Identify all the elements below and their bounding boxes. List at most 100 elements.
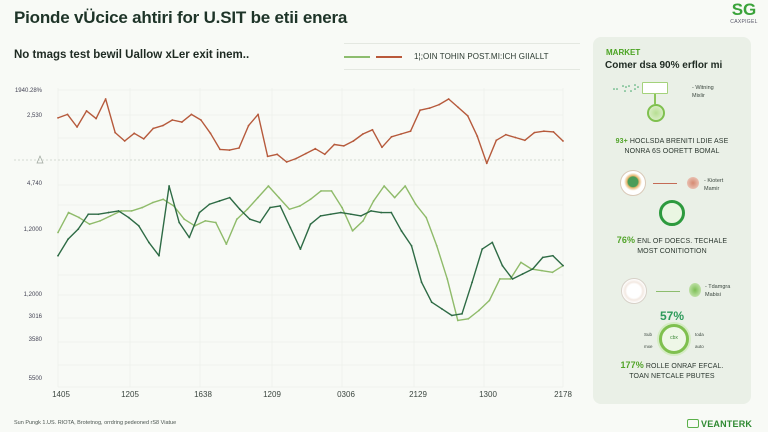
- data-point: [168, 185, 171, 187]
- data-point: [161, 124, 164, 127]
- chart-legend: 1¦;OIN TOHIN POST.MI:ICH GIIALLT: [344, 43, 580, 70]
- data-point: [104, 98, 107, 100]
- data-point: [137, 224, 140, 227]
- y-tick-label: 2,530: [27, 113, 43, 119]
- data-point: [404, 185, 407, 187]
- section2-caption: 93+ HOCLSDA BRENITI LDIE ASE NONRA 6S OO…: [593, 137, 751, 157]
- data-point: [501, 264, 504, 267]
- section4-leaf-icon: [689, 283, 701, 297]
- y-tick-label: 3016: [29, 314, 43, 320]
- section2-connector: [653, 183, 677, 185]
- data-point: [278, 196, 280, 199]
- data-point: [342, 145, 345, 147]
- data-point: [114, 131, 117, 134]
- data-point: [476, 135, 479, 137]
- data-point: [562, 264, 564, 267]
- data-point: [208, 203, 211, 206]
- data-point: [552, 131, 555, 133]
- data-point: [57, 231, 59, 234]
- data-point: [485, 162, 488, 165]
- data-point: [533, 131, 536, 134]
- data-point: [390, 211, 393, 214]
- data-point: [109, 214, 112, 217]
- x-tick-label: 1300: [479, 390, 497, 399]
- data-point: [461, 312, 463, 315]
- data-point: [362, 133, 364, 135]
- panel-kicker: MARKET: [606, 48, 641, 57]
- data-point: [428, 107, 431, 109]
- section2-line1: HOCLSDA BRENITI LDIE ASE: [629, 138, 729, 145]
- data-point: [400, 133, 402, 135]
- section4-gauge-ring: [659, 324, 689, 354]
- data-point: [99, 219, 101, 222]
- data-point: [523, 139, 526, 142]
- series-line-red: [57, 98, 564, 165]
- y-axis-ticks: 1940.28% 2,530 4,740 1,2000 1,2000 3016 3580 55…: [15, 88, 43, 382]
- section4-note-line2: Mabisi: [705, 292, 721, 298]
- data-point: [457, 106, 460, 109]
- brand-logo-icon: [687, 419, 699, 428]
- section1-globe-icon: [647, 104, 665, 122]
- data-point: [456, 319, 459, 322]
- data-point: [247, 124, 250, 127]
- section2-pct: 93+: [615, 138, 628, 145]
- data-point: [341, 206, 343, 209]
- data-point: [495, 139, 498, 142]
- data-point: [85, 110, 88, 112]
- data-point: [276, 153, 279, 156]
- section2-line2: NONRA 6S OORETT BOMAL: [624, 148, 720, 155]
- section1-dots-icon: [611, 81, 641, 93]
- data-point: [133, 132, 136, 135]
- x-tick-label: 1205: [121, 390, 139, 399]
- data-point: [269, 206, 271, 209]
- data-point: [299, 205, 301, 207]
- data-point: [158, 254, 160, 257]
- brand-logo: VEANTERK: [687, 419, 752, 429]
- data-point: [87, 213, 90, 216]
- logo-mark: SG: [731, 0, 757, 19]
- x-tick-label: 1209: [263, 390, 281, 399]
- data-point: [190, 113, 193, 116]
- data-point: [235, 218, 238, 221]
- data-point: [225, 243, 228, 246]
- data-point: [162, 198, 165, 201]
- data-point: [419, 109, 421, 112]
- source-note: Sun Pungk 1.US. RIOTA, Brotetnog, orrdri…: [14, 420, 177, 426]
- y-tick-label: 1,2000: [24, 227, 43, 233]
- data-point: [514, 136, 517, 139]
- legend-label: 1¦;OIN TOHIN POST.MI:ICH GIIALLT: [414, 52, 549, 61]
- data-point: [67, 238, 69, 241]
- data-point: [488, 299, 491, 302]
- data-point: [304, 152, 307, 155]
- data-point: [228, 196, 231, 199]
- data-point: [97, 213, 100, 216]
- data-point: [562, 140, 564, 142]
- data-point: [309, 198, 312, 201]
- section4-big-pct: 57%: [659, 309, 685, 323]
- data-point: [543, 130, 545, 133]
- data-point: [218, 200, 221, 202]
- logo-text: CAXPIGEL: [730, 19, 758, 25]
- x-tick-label: 0306: [337, 390, 355, 399]
- section1-note: - Witning Mixlir: [692, 84, 714, 100]
- section3-pct: 76%: [616, 235, 636, 245]
- data-point: [117, 210, 120, 212]
- data-point: [151, 201, 154, 204]
- data-point: [467, 317, 470, 320]
- panel-headline: Comer dsa 90% erflor mi: [605, 60, 723, 71]
- data-point: [180, 121, 183, 123]
- data-point: [238, 208, 241, 211]
- section1-connector: [654, 94, 656, 104]
- data-point: [504, 133, 507, 136]
- data-point: [438, 103, 441, 106]
- brand-name: VEANTERK: [701, 419, 753, 429]
- data-point: [466, 114, 469, 117]
- data-point: [66, 113, 69, 116]
- data-point: [477, 309, 480, 312]
- section2-fruit-icon: [687, 177, 699, 189]
- data-point: [370, 210, 372, 212]
- data-point: [350, 213, 352, 216]
- data-point: [107, 211, 110, 214]
- data-point: [330, 190, 333, 192]
- x-tick-label: 2129: [409, 390, 427, 399]
